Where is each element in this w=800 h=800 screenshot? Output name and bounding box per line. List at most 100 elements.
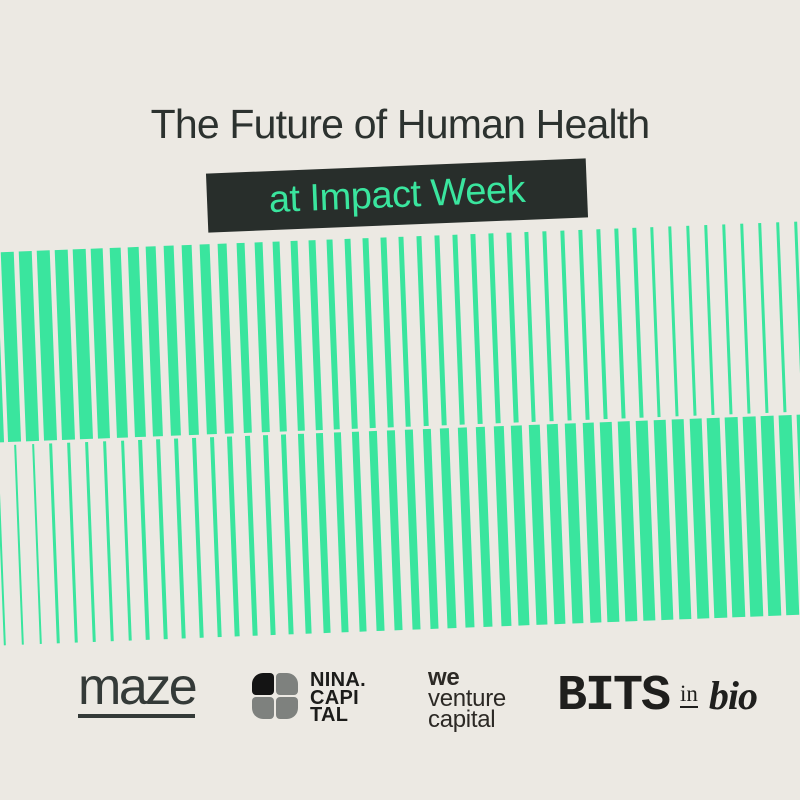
bits-bio-word: bio [708,673,758,718]
nina-line-3: TAL [310,704,349,726]
green-bar [280,434,294,635]
nina-icon-square-top-right [276,673,298,695]
green-bar [488,233,501,424]
green-bar [722,224,733,415]
green-bar [632,227,644,418]
green-bar [493,426,512,627]
maze-logo: maze [78,658,198,718]
green-bar [398,236,412,427]
green-bar [0,445,6,646]
green-bar [650,227,662,418]
green-bar [73,248,93,440]
green-bar [18,250,40,442]
green-bar [475,426,493,627]
bits-word: BITS [557,668,671,725]
green-bar [217,243,235,434]
green-bar [416,236,429,427]
green-bar [333,432,349,633]
nina-icon-square-bottom-right [276,697,298,719]
green-bar [156,439,168,640]
green-bar [49,443,60,644]
green-bar [209,437,222,638]
green-bar [109,247,128,438]
green-bar [369,430,385,632]
green-bar [707,417,727,619]
green-bar [308,240,323,431]
we-venture-capital-logo: we venture capital [428,664,506,733]
green-bar [775,222,787,413]
green-bar [542,231,554,422]
green-bar [524,231,537,422]
nina-line-1: NINA. [310,669,366,691]
we-line-1: we [428,664,460,691]
green-bar [120,440,132,641]
green-bar [0,251,22,443]
green-bar [191,437,204,638]
green-bar [511,425,530,626]
green-bar [470,233,483,424]
green-bar [298,433,313,634]
green-bar [668,226,679,417]
green-bar [704,225,715,416]
green-bar [55,249,75,440]
nina-icon-square-top-left [252,673,274,695]
green-bar [245,435,258,636]
green-bar [91,248,111,439]
green-bar [227,436,240,637]
green-bar [67,442,78,643]
bits-in-bio-logo: BITS in bio [557,668,758,725]
green-bar [138,439,150,640]
green-bar [560,230,572,421]
green-bar [582,422,602,623]
green-bar [181,244,199,436]
green-bar [236,242,252,434]
green-bar [457,427,475,628]
green-bar [686,225,697,416]
green-bar [506,232,519,423]
green-bar [440,428,457,629]
green-bar [344,238,358,429]
green-bar [145,246,164,437]
event-badge: at Impact Week [205,158,589,233]
green-bar [689,418,709,619]
green-bar [778,414,799,616]
green-bar [272,241,288,432]
green-bar [596,229,608,420]
green-bar [434,235,447,426]
green-bar [740,223,751,414]
soundwave-bars-pattern [0,221,800,647]
green-bar [760,415,781,616]
green-bar [254,242,270,433]
green-bar [37,250,57,441]
green-bar [653,419,674,621]
green-bar [578,229,590,420]
we-line-2: venture [428,685,506,712]
green-bar [724,417,745,618]
green-bar [102,441,114,642]
green-bar [326,239,341,430]
green-bar [614,228,626,419]
green-bar [546,423,566,625]
green-bar [380,237,394,428]
nina-capital-squares-icon [252,673,298,719]
green-bar [127,246,146,438]
green-bar [13,444,24,645]
green-bar [528,424,548,625]
green-bar [163,245,182,436]
we-line-3: capital [428,706,496,733]
green-bar [362,238,376,429]
nina-capital-logo: NINA. CAPI TAL [252,669,366,726]
green-bar [290,240,305,431]
green-bar [758,222,769,413]
green-bar [316,432,331,634]
bars-band-bottom [0,413,800,646]
green-bar [174,438,186,639]
green-bar [262,435,276,636]
green-bar [404,429,421,630]
maze-logo-label: maze [78,658,198,716]
nina-icon-square-bottom-left [252,697,274,719]
nina-capital-wordmark: NINA. CAPI TAL [310,669,366,726]
green-bar [199,244,217,435]
green-bar [386,430,403,631]
